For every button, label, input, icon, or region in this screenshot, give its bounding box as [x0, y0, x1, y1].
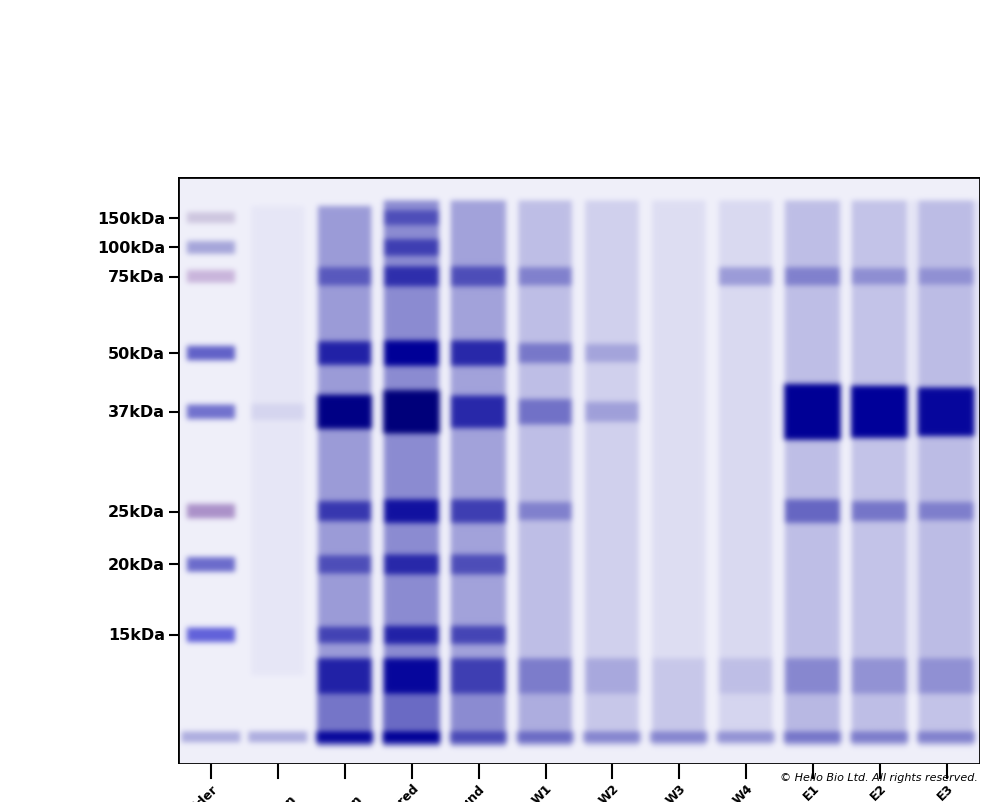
Text: W1: W1	[530, 781, 555, 802]
Text: E1: E1	[801, 781, 822, 802]
Text: W4: W4	[730, 781, 755, 802]
Text: E3: E3	[934, 781, 956, 802]
Text: 20kDa: 20kDa	[108, 557, 165, 572]
Text: W3: W3	[663, 781, 688, 802]
Text: E2: E2	[868, 781, 889, 802]
Text: 37kDa: 37kDa	[108, 405, 165, 419]
Text: 75kDa: 75kDa	[108, 270, 165, 285]
Text: Unbound
lysate: Unbound lysate	[434, 781, 499, 802]
Text: 150kDa: 150kDa	[97, 211, 165, 226]
Text: 15kDa: 15kDa	[108, 628, 165, 642]
Text: Cleared
lysate: Cleared lysate	[374, 781, 432, 802]
Text: © Hello Bio Ltd. All rights reserved.: © Hello Bio Ltd. All rights reserved.	[780, 772, 978, 782]
Text: Post-
induction: Post- induction	[299, 781, 365, 802]
Text: 50kDa: 50kDa	[108, 346, 165, 361]
Text: W2: W2	[597, 781, 622, 802]
Text: Pre-
induction: Pre- induction	[232, 781, 298, 802]
Text: 25kDa: 25kDa	[108, 504, 165, 520]
Text: 100kDa: 100kDa	[97, 241, 165, 256]
Text: Ladder: Ladder	[177, 781, 221, 802]
